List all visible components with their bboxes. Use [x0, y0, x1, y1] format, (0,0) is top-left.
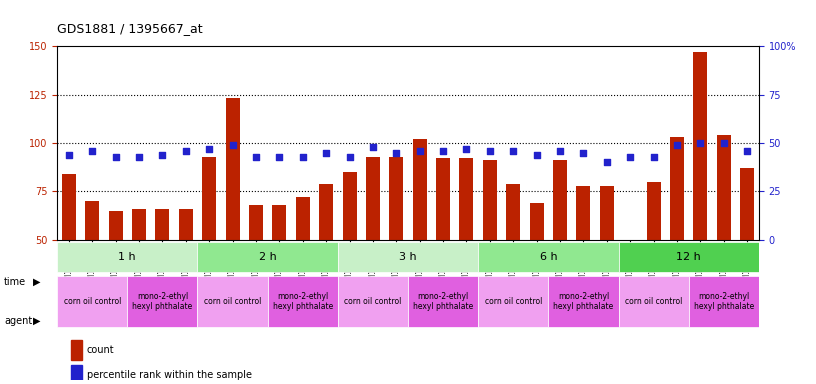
- Bar: [553, 161, 567, 240]
- FancyBboxPatch shape: [338, 242, 478, 271]
- Point: [109, 154, 122, 160]
- Bar: [506, 184, 521, 240]
- Point: [320, 150, 333, 156]
- Text: mono-2-ethyl
hexyl phthalate: mono-2-ethyl hexyl phthalate: [553, 292, 614, 311]
- Text: corn oil control: corn oil control: [64, 297, 121, 306]
- FancyBboxPatch shape: [197, 242, 338, 271]
- Point: [180, 147, 193, 154]
- Bar: [132, 209, 146, 240]
- Point: [156, 152, 169, 158]
- Bar: [295, 197, 310, 240]
- Text: ▶: ▶: [33, 277, 40, 287]
- Text: mono-2-ethyl
hexyl phthalate: mono-2-ethyl hexyl phthalate: [132, 292, 193, 311]
- Point: [413, 147, 426, 154]
- FancyBboxPatch shape: [408, 276, 478, 327]
- Bar: [273, 205, 286, 240]
- Bar: [85, 201, 100, 240]
- Point: [553, 147, 566, 154]
- Text: ▶: ▶: [33, 316, 40, 326]
- FancyBboxPatch shape: [548, 276, 619, 327]
- Text: mono-2-ethyl
hexyl phthalate: mono-2-ethyl hexyl phthalate: [273, 292, 333, 311]
- FancyBboxPatch shape: [127, 276, 197, 327]
- Text: agent: agent: [4, 316, 33, 326]
- Bar: [249, 205, 263, 240]
- Text: 12 h: 12 h: [676, 252, 701, 262]
- Bar: [109, 211, 122, 240]
- Text: time: time: [4, 277, 26, 287]
- Bar: [530, 203, 543, 240]
- Point: [273, 154, 286, 160]
- Text: corn oil control: corn oil control: [204, 297, 261, 306]
- Bar: [202, 157, 216, 240]
- Point: [694, 140, 707, 146]
- FancyBboxPatch shape: [689, 276, 759, 327]
- Bar: [179, 209, 193, 240]
- FancyBboxPatch shape: [268, 276, 338, 327]
- Point: [202, 146, 215, 152]
- Bar: [483, 161, 497, 240]
- Point: [741, 147, 754, 154]
- FancyBboxPatch shape: [619, 276, 689, 327]
- Text: corn oil control: corn oil control: [344, 297, 401, 306]
- Point: [86, 147, 99, 154]
- Point: [460, 146, 473, 152]
- Text: corn oil control: corn oil control: [625, 297, 682, 306]
- FancyBboxPatch shape: [338, 276, 408, 327]
- Point: [296, 154, 309, 160]
- Bar: [366, 157, 380, 240]
- Bar: [319, 184, 333, 240]
- Point: [366, 144, 379, 150]
- Bar: [459, 159, 473, 240]
- Point: [717, 140, 730, 146]
- Bar: [694, 52, 707, 240]
- Text: 3 h: 3 h: [399, 252, 417, 262]
- Point: [226, 142, 239, 148]
- Point: [577, 150, 590, 156]
- Bar: [225, 98, 240, 240]
- Text: 6 h: 6 h: [539, 252, 557, 262]
- Bar: [670, 137, 684, 240]
- Bar: [62, 174, 76, 240]
- Text: corn oil control: corn oil control: [485, 297, 542, 306]
- Bar: [576, 185, 591, 240]
- Point: [530, 152, 543, 158]
- Text: count: count: [86, 345, 114, 355]
- Bar: [436, 159, 450, 240]
- Bar: [646, 182, 661, 240]
- Point: [437, 147, 450, 154]
- Bar: [600, 185, 614, 240]
- Point: [507, 147, 520, 154]
- Point: [647, 154, 660, 160]
- Text: 2 h: 2 h: [259, 252, 277, 262]
- Text: 1 h: 1 h: [118, 252, 136, 262]
- Text: percentile rank within the sample: percentile rank within the sample: [86, 370, 251, 380]
- Bar: [71, 365, 82, 384]
- Point: [390, 150, 403, 156]
- Point: [62, 152, 75, 158]
- Bar: [343, 172, 357, 240]
- FancyBboxPatch shape: [478, 242, 619, 271]
- Bar: [155, 209, 170, 240]
- Point: [132, 154, 145, 160]
- Bar: [413, 139, 427, 240]
- FancyBboxPatch shape: [197, 276, 268, 327]
- Bar: [716, 135, 731, 240]
- Bar: [71, 340, 82, 360]
- Point: [671, 142, 684, 148]
- Point: [623, 154, 636, 160]
- FancyBboxPatch shape: [619, 242, 759, 271]
- FancyBboxPatch shape: [57, 242, 197, 271]
- Text: GDS1881 / 1395667_at: GDS1881 / 1395667_at: [57, 22, 202, 35]
- Text: mono-2-ethyl
hexyl phthalate: mono-2-ethyl hexyl phthalate: [694, 292, 754, 311]
- Bar: [740, 168, 754, 240]
- FancyBboxPatch shape: [57, 276, 127, 327]
- Point: [483, 147, 496, 154]
- Point: [601, 159, 614, 166]
- Text: mono-2-ethyl
hexyl phthalate: mono-2-ethyl hexyl phthalate: [413, 292, 473, 311]
- Bar: [389, 157, 403, 240]
- Point: [250, 154, 263, 160]
- FancyBboxPatch shape: [478, 276, 548, 327]
- Point: [343, 154, 356, 160]
